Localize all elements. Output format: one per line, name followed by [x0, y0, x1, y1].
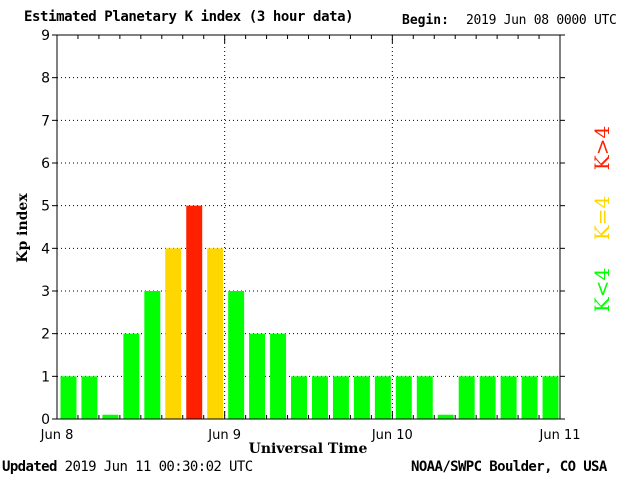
- kp-bar: [353, 376, 370, 419]
- y-axis-title: Kp index: [15, 193, 31, 263]
- bar-layer: [60, 205, 559, 419]
- kp-bar: [228, 291, 245, 419]
- y-tick-label: 6: [41, 156, 50, 172]
- kp-bar: [312, 376, 328, 419]
- y-tick-label: 3: [41, 284, 50, 300]
- kp-bar: [500, 376, 517, 419]
- begin-label: Begin:: [402, 13, 449, 28]
- y-tick-label: 1: [41, 369, 50, 385]
- x-tick-layer: Jun 8 Jun 9 Jun 10 Jun 11: [40, 35, 581, 443]
- x-tick-label: Jun 11: [539, 428, 581, 443]
- kp-bar: [416, 376, 433, 419]
- kp-bar: [479, 376, 496, 419]
- begin-value: 2019 Jun 08 0000 UTC: [466, 13, 617, 28]
- y-tick-label: 5: [41, 199, 50, 215]
- updated-value: 2019 Jun 11 00:30:02 UTC: [64, 459, 253, 475]
- kp-bar: [395, 376, 412, 419]
- x-axis-title: Universal Time: [249, 441, 368, 457]
- kp-bar: [81, 376, 98, 419]
- y-tick-label: 0: [41, 412, 50, 428]
- y-tick-label: 9: [41, 28, 50, 44]
- x-tick-label: Jun 9: [207, 428, 241, 443]
- kp-bar: [458, 376, 475, 419]
- updated-label: Updated: [2, 459, 57, 475]
- kp-bar: [437, 414, 454, 419]
- legend-entry: K>4: [590, 126, 614, 170]
- y-tick-label: 7: [41, 113, 50, 129]
- legend-entry: K=4: [590, 196, 614, 240]
- kp-bar: [102, 414, 119, 419]
- kp-bar: [374, 376, 391, 419]
- y-tick-layer: 0 1 2 3 4 5 6 7 8 9: [41, 28, 565, 428]
- updated-timestamp: Updated 2019 Jun 11 00:30:02 UTC: [2, 459, 253, 475]
- y-tick-label: 2: [41, 327, 50, 343]
- kp-bar: [144, 291, 161, 419]
- kp-bar: [207, 248, 224, 419]
- x-tick-label: Jun 10: [371, 428, 413, 443]
- kp-bar: [249, 333, 266, 419]
- y-tick-label: 8: [41, 71, 50, 87]
- kp-bar: [123, 333, 140, 419]
- kp-bar: [332, 376, 349, 419]
- kp-bar: [542, 376, 559, 419]
- kp-bar: [165, 248, 182, 419]
- kp-bar: [521, 376, 538, 419]
- legend: K<4 K=4 K>4: [590, 126, 614, 312]
- x-tick-label: Jun 8: [40, 428, 74, 443]
- kp-bar: [270, 333, 287, 419]
- y-tick-label: 4: [41, 241, 50, 257]
- kp-bar: [60, 376, 77, 419]
- kp-bar: [186, 205, 203, 419]
- grid-layer: [57, 35, 560, 419]
- legend-entry: K<4: [590, 268, 614, 312]
- kp-bar: [291, 376, 307, 419]
- chart-title: Estimated Planetary K index (3 hour data…: [24, 9, 354, 25]
- credit-text: NOAA/SWPC Boulder, CO USA: [411, 459, 607, 475]
